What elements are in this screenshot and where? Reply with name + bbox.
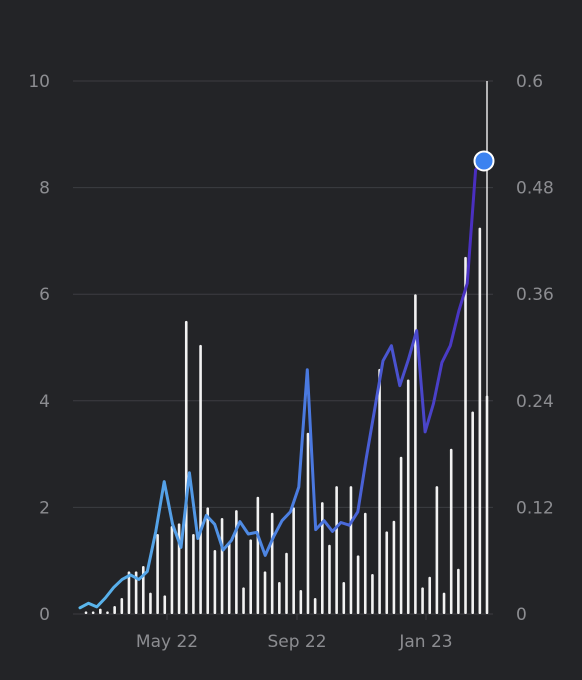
bar — [249, 539, 252, 614]
bar — [328, 544, 331, 614]
last-point-marker — [473, 150, 495, 172]
trend-line — [78, 159, 486, 610]
gridlines — [73, 80, 493, 615]
bar — [91, 611, 95, 614]
bar — [306, 432, 310, 614]
bar — [378, 368, 381, 614]
bar — [235, 510, 238, 614]
bar — [464, 256, 467, 614]
bar — [263, 571, 267, 614]
bar-series — [84, 81, 489, 614]
bar — [120, 598, 124, 614]
bar — [442, 592, 446, 614]
bar — [278, 582, 281, 614]
bar — [335, 486, 338, 614]
y-right-tick-label: 0.36 — [516, 285, 554, 305]
bar — [227, 542, 231, 614]
bar — [199, 344, 202, 614]
bar — [84, 611, 88, 614]
bar — [356, 555, 360, 614]
y-left-tick-label: 0 — [39, 605, 50, 625]
bar — [127, 571, 131, 614]
y-right-tick-label: 0.12 — [516, 498, 554, 518]
y-left-tick-label: 8 — [39, 179, 50, 199]
bar — [313, 598, 317, 614]
bar — [421, 587, 424, 614]
bar — [363, 512, 367, 614]
bar — [428, 576, 432, 614]
bar — [184, 320, 188, 614]
y-left-tick-label: 2 — [39, 498, 50, 518]
y-right-tick-label: 0.24 — [516, 392, 554, 412]
bar — [471, 411, 474, 614]
bar — [478, 227, 482, 614]
bar — [321, 502, 324, 614]
bar — [435, 486, 439, 614]
y-left-tick-label: 6 — [39, 285, 50, 305]
bar — [392, 520, 396, 614]
bar — [134, 571, 138, 614]
right-y-axis: 0 0.12 0.24 0.36 0.48 0.6 — [516, 72, 554, 625]
y-left-tick-label: 10 — [28, 72, 50, 92]
y-left-tick-label: 4 — [39, 392, 50, 412]
bar — [170, 526, 174, 614]
bar — [99, 608, 102, 614]
y-right-tick-label: 0.48 — [516, 179, 554, 199]
bar — [292, 507, 295, 614]
bar — [349, 486, 353, 614]
bar — [113, 606, 116, 614]
y-right-tick-label: 0.6 — [516, 72, 543, 92]
bar — [163, 595, 167, 614]
x-axis: May 22 Sep 22 Jan 23 — [136, 614, 453, 652]
bar — [406, 379, 410, 614]
line-series — [78, 150, 495, 610]
bar — [149, 592, 152, 614]
bar — [156, 534, 159, 614]
bar — [457, 568, 460, 614]
bar — [141, 566, 145, 614]
bar — [385, 531, 389, 614]
y-right-tick-label: 0 — [516, 605, 527, 625]
left-y-axis: 0 2 4 6 8 10 — [28, 72, 50, 625]
x-tick-label: Jan 23 — [398, 632, 452, 652]
bar — [220, 518, 224, 614]
bar — [371, 574, 374, 614]
bar — [342, 582, 346, 614]
x-tick-label: Sep 22 — [267, 632, 326, 652]
bar — [414, 294, 417, 614]
bar — [213, 550, 217, 614]
bar — [270, 512, 274, 614]
bar — [285, 552, 288, 614]
bar — [192, 534, 195, 614]
bar — [299, 590, 303, 614]
bar — [449, 448, 453, 614]
bar — [206, 507, 210, 614]
x-tick-label: May 22 — [136, 632, 198, 652]
bar — [242, 587, 245, 614]
bar — [399, 456, 403, 614]
bar — [256, 496, 260, 614]
bar — [106, 611, 109, 614]
